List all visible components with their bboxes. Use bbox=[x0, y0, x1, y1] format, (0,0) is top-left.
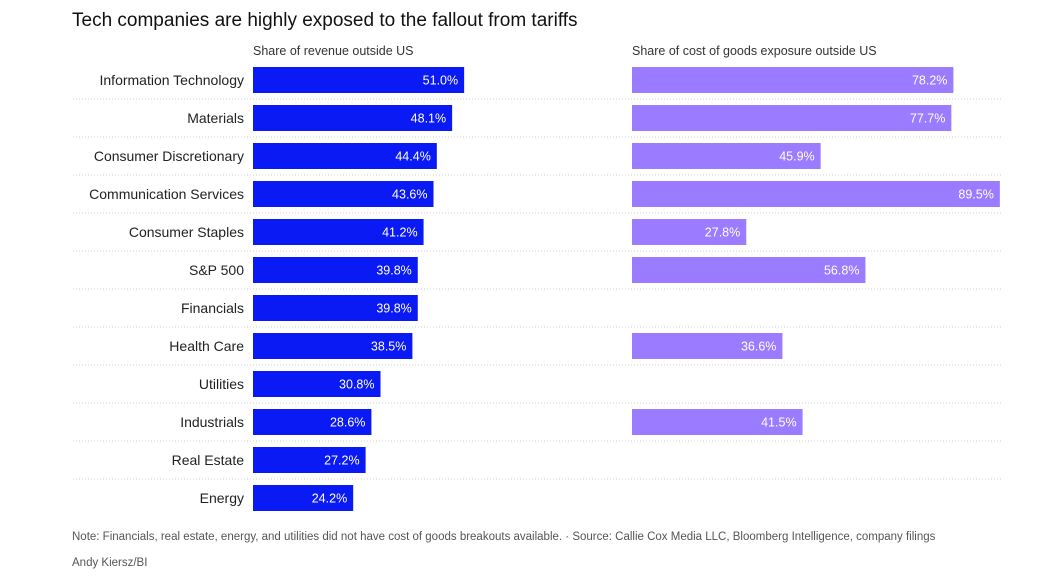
category-label: Information Technology bbox=[100, 72, 245, 88]
bar-chart: Information Technology 51.0% 78.2% Material… bbox=[73, 67, 1001, 511]
category-label: Energy bbox=[200, 490, 244, 506]
cogs-bar bbox=[632, 143, 821, 169]
revenue-bar bbox=[253, 409, 372, 435]
revenue-data-label: 39.8% bbox=[376, 264, 411, 278]
cogs-bar bbox=[632, 67, 954, 93]
category-label: Real Estate bbox=[172, 452, 245, 468]
revenue-data-label: 38.5% bbox=[371, 340, 406, 354]
revenue-data-label: 51.0% bbox=[423, 74, 458, 88]
cogs-bar bbox=[632, 219, 747, 245]
revenue-bar bbox=[253, 371, 381, 397]
cogs-data-label: 36.6% bbox=[741, 340, 776, 354]
cogs-panel-title: Share of cost of goods exposure outside … bbox=[632, 44, 877, 58]
revenue-bar bbox=[253, 219, 424, 245]
revenue-data-label: 30.8% bbox=[339, 378, 374, 392]
cogs-bar bbox=[632, 257, 866, 283]
revenue-bar bbox=[253, 143, 437, 169]
revenue-data-label: 41.2% bbox=[382, 226, 417, 240]
cogs-bar bbox=[632, 333, 783, 359]
category-label: Industrials bbox=[180, 414, 244, 430]
cogs-data-label: 41.5% bbox=[761, 416, 796, 430]
cogs-data-label: 56.8% bbox=[824, 264, 859, 278]
revenue-bar bbox=[253, 485, 354, 511]
cogs-data-label: 45.9% bbox=[779, 150, 814, 164]
revenue-data-label: 28.6% bbox=[330, 416, 365, 430]
category-label: Consumer Staples bbox=[129, 224, 244, 240]
chart-title: Tech companies are highly exposed to the… bbox=[72, 10, 578, 31]
revenue-data-label: 43.6% bbox=[392, 188, 427, 202]
revenue-bar bbox=[253, 67, 465, 93]
revenue-data-label: 24.2% bbox=[312, 492, 347, 506]
category-label: S&P 500 bbox=[189, 262, 244, 278]
source-note: Note: Financials, real estate, energy, a… bbox=[72, 531, 936, 543]
cogs-data-label: 77.7% bbox=[910, 112, 945, 126]
cogs-data-label: 27.8% bbox=[705, 226, 740, 240]
cogs-bar bbox=[632, 105, 952, 131]
revenue-bar bbox=[253, 447, 366, 473]
cogs-bar bbox=[632, 181, 1000, 207]
revenue-data-label: 48.1% bbox=[411, 112, 446, 126]
revenue-bar bbox=[253, 257, 418, 283]
category-label: Communication Services bbox=[89, 186, 244, 202]
cogs-bar bbox=[632, 409, 803, 435]
revenue-data-label: 44.4% bbox=[395, 150, 430, 164]
revenue-bar bbox=[253, 295, 418, 321]
revenue-data-label: 39.8% bbox=[376, 302, 411, 316]
category-label: Utilities bbox=[199, 376, 244, 392]
revenue-bar bbox=[253, 333, 413, 359]
cogs-data-label: 78.2% bbox=[912, 74, 947, 88]
author-credit: Andy Kiersz/BI bbox=[72, 557, 148, 569]
revenue-data-label: 27.2% bbox=[324, 454, 359, 468]
revenue-bar bbox=[253, 181, 434, 207]
category-label: Materials bbox=[187, 110, 244, 126]
category-label: Financials bbox=[181, 300, 244, 316]
cogs-data-label: 89.5% bbox=[958, 188, 993, 202]
category-label: Health Care bbox=[169, 338, 244, 354]
category-label: Consumer Discretionary bbox=[94, 148, 244, 164]
revenue-panel-title: Share of revenue outside US bbox=[253, 44, 414, 58]
revenue-bar bbox=[253, 105, 453, 131]
